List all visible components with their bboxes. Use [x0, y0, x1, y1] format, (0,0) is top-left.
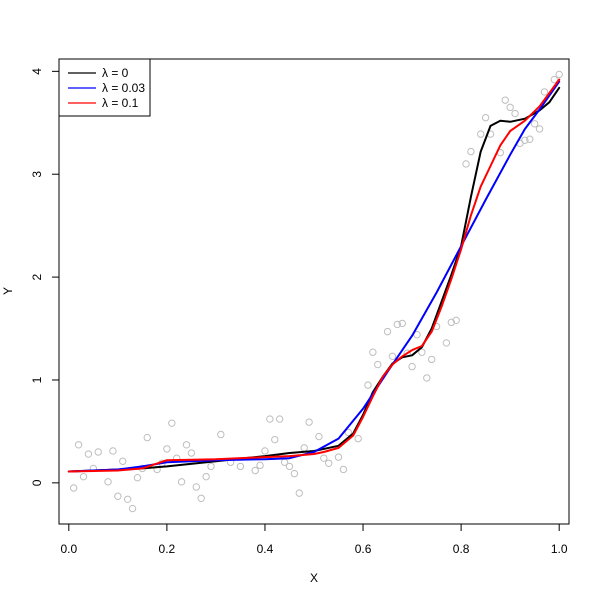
- data-point: [374, 360, 382, 369]
- data-point: [501, 96, 509, 104]
- data-point: [163, 445, 171, 453]
- data-point: [540, 88, 549, 96]
- data-point: [266, 415, 274, 423]
- data-point: [511, 109, 519, 118]
- y-tick-label: 2: [30, 273, 44, 280]
- y-tick-label: 3: [30, 171, 44, 178]
- data-point: [526, 135, 534, 143]
- data-point: [418, 348, 426, 356]
- data-point: [182, 441, 191, 449]
- x-tick-label: 0.8: [453, 542, 470, 556]
- data-point: [271, 435, 279, 444]
- legend: λ = 0λ = 0.03λ = 0.1: [58, 58, 151, 117]
- data-point: [192, 483, 201, 491]
- data-point: [467, 147, 475, 156]
- data-point: [535, 125, 544, 133]
- x-tick-label: 1.0: [551, 542, 568, 556]
- data-point: [364, 381, 372, 389]
- data-point: [452, 316, 460, 325]
- data-point: [315, 432, 323, 441]
- data-point: [197, 494, 205, 502]
- data-point: [109, 447, 117, 455]
- y-tick-label: 0: [30, 479, 44, 486]
- data-point: [462, 160, 470, 168]
- data-point: [408, 362, 416, 371]
- data-point: [369, 348, 377, 356]
- data-point: [168, 419, 176, 427]
- data-point: [285, 462, 294, 471]
- data-point: [251, 466, 259, 475]
- data-point: [275, 415, 284, 423]
- x-tick-label: 0.2: [159, 542, 176, 556]
- data-point: [79, 472, 88, 481]
- data-point: [261, 447, 269, 455]
- data-point: [442, 339, 451, 347]
- y-axis: 0 1 2 3 4: [30, 68, 60, 486]
- y-tick-label: 1: [30, 376, 44, 383]
- data-point: [521, 136, 529, 144]
- data-point: [74, 441, 83, 449]
- data-point: [133, 474, 142, 482]
- data-point: [339, 465, 348, 474]
- data-point: [477, 130, 485, 138]
- legend-label: λ = 0.1: [102, 96, 139, 110]
- y-tick-label: 4: [30, 68, 44, 75]
- data-point: [217, 430, 225, 439]
- x-tick-label: 0.6: [355, 542, 372, 556]
- data-point: [123, 495, 132, 504]
- x-axis-title: X: [310, 571, 318, 585]
- x-tick-label: 0.0: [60, 542, 77, 556]
- legend-label: λ = 0: [102, 66, 129, 80]
- data-point: [383, 327, 392, 336]
- data-point: [119, 457, 127, 465]
- data-point: [398, 319, 406, 328]
- data-point: [423, 374, 431, 382]
- x-tick-label: 0.4: [257, 542, 274, 556]
- data-point: [290, 469, 299, 478]
- data-point: [256, 461, 264, 470]
- data-point: [393, 320, 402, 329]
- data-point: [344, 428, 353, 437]
- data-point: [555, 70, 563, 79]
- data-point: [388, 352, 397, 361]
- data-point: [104, 478, 112, 486]
- data-point: [187, 449, 196, 457]
- data-point: [354, 434, 362, 443]
- data-point: [295, 489, 303, 497]
- data-point: [70, 484, 78, 492]
- data-point: [236, 462, 245, 471]
- data-point: [128, 504, 137, 513]
- data-point: [320, 454, 328, 462]
- y-axis-title: Y: [1, 287, 15, 295]
- data-point: [334, 453, 343, 461]
- data-point: [207, 462, 215, 471]
- x-axis: 0.0 0.2 0.4 0.6 0.8 1.0: [60, 523, 568, 556]
- scatter-points: [70, 70, 563, 513]
- data-point: [305, 418, 313, 426]
- data-point: [202, 472, 210, 481]
- data-point: [506, 103, 514, 112]
- data-point: [325, 459, 333, 468]
- data-point: [143, 433, 151, 442]
- data-point: [84, 450, 93, 458]
- data-point: [447, 318, 456, 327]
- data-point: [177, 478, 186, 486]
- data-point: [114, 492, 122, 500]
- data-point: [94, 448, 102, 456]
- data-point: [427, 355, 436, 364]
- series-lines: [67, 78, 561, 473]
- legend-label: λ = 0.03: [102, 81, 145, 95]
- data-point: [481, 113, 490, 122]
- series-line-2: [67, 78, 561, 473]
- series-line-1: [67, 80, 561, 473]
- data-point: [550, 75, 558, 84]
- data-point: [530, 120, 539, 128]
